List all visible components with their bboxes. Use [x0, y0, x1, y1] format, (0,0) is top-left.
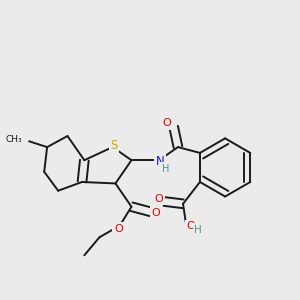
Text: O: O: [114, 224, 123, 233]
Text: CH₃: CH₃: [5, 135, 22, 144]
Text: O: O: [187, 221, 196, 232]
Text: H: H: [162, 164, 169, 174]
Text: O: O: [163, 118, 172, 128]
Text: O: O: [154, 194, 163, 204]
Text: S: S: [110, 139, 118, 152]
Text: H: H: [194, 225, 202, 235]
Text: N: N: [156, 155, 164, 168]
Text: O: O: [152, 208, 161, 218]
